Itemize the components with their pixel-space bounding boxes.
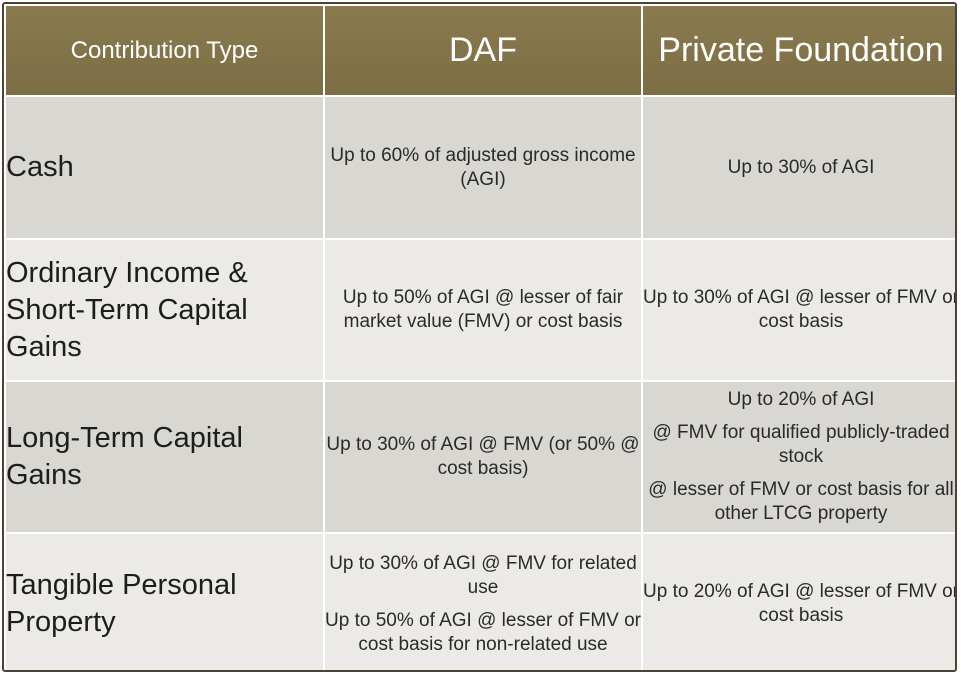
tangible-pf-cell: Up to 20% of AGI @ lesser of FMV or cost… xyxy=(641,532,957,670)
cash-daf-cell: Up to 60% of adjusted gross income (AGI) xyxy=(323,95,643,240)
ordinary-daf-cell: Up to 50% of AGI @ lesser of fair market… xyxy=(323,238,643,382)
ltcg-pf-text-1: Up to 20% of AGI xyxy=(727,389,875,410)
contribution-comparison-table: Contribution Type DAF Private Foundation… xyxy=(4,4,957,670)
row-type-long-term-capital-gains: Long-Term Capital Gains xyxy=(4,380,325,534)
ltcg-daf-text: Up to 30% of AGI @ FMV (or 50% @ cost ba… xyxy=(326,434,640,479)
ordinary-pf-cell: Up to 30% of AGI @ lesser of FMV or cost… xyxy=(641,238,957,382)
tangible-daf-text-2: Up to 50% of AGI @ lesser of FMV or cost… xyxy=(325,609,642,655)
table-row-tangible-personal-property: Tangible Personal Property Up to 30% of … xyxy=(4,532,957,670)
ltcg-pf-text-3: @ lesser of FMV or cost basis for all ot… xyxy=(648,479,954,524)
tangible-daf-text-1: Up to 30% of AGI @ FMV for related use xyxy=(329,552,637,598)
ltcg-daf-cell: Up to 30% of AGI @ FMV (or 50% @ cost ba… xyxy=(323,380,643,534)
table-row-cash: Cash Up to 60% of adjusted gross income … xyxy=(4,95,955,240)
ltcg-pf-cell: Up to 20% of AGI @ FMV for qualified pub… xyxy=(641,380,955,534)
table-header-row: Contribution Type DAF Private Foundation xyxy=(4,4,955,97)
tangible-daf-cell: Up to 30% of AGI @ FMV for related use U… xyxy=(323,532,643,670)
table-row-ordinary-income: Ordinary Income & Short-Term Capital Gai… xyxy=(4,238,957,382)
tangible-pf-text: Up to 20% of AGI @ lesser of FMV or cost… xyxy=(643,581,957,626)
header-private-foundation: Private Foundation xyxy=(641,4,955,97)
header-contribution-type: Contribution Type xyxy=(4,4,325,97)
row-type-ordinary-income: Ordinary Income & Short-Term Capital Gai… xyxy=(4,238,325,382)
cash-pf-cell: Up to 30% of AGI xyxy=(641,95,955,240)
row-type-cash: Cash xyxy=(4,95,325,240)
cash-pf-text: Up to 30% of AGI xyxy=(727,156,875,178)
ordinary-daf-text: Up to 50% of AGI @ lesser of fair market… xyxy=(342,287,624,332)
cash-daf-text: Up to 60% of adjusted gross income (AGI) xyxy=(330,144,636,190)
row-type-tangible-personal-property: Tangible Personal Property xyxy=(4,532,325,670)
header-daf: DAF xyxy=(323,4,643,97)
ordinary-pf-text: Up to 30% of AGI @ lesser of FMV or cost… xyxy=(643,287,957,332)
table-row-long-term-capital-gains: Long-Term Capital Gains Up to 30% of AGI… xyxy=(4,380,955,534)
ltcg-pf-text-2: @ FMV for qualified publicly-traded stoc… xyxy=(652,422,950,467)
